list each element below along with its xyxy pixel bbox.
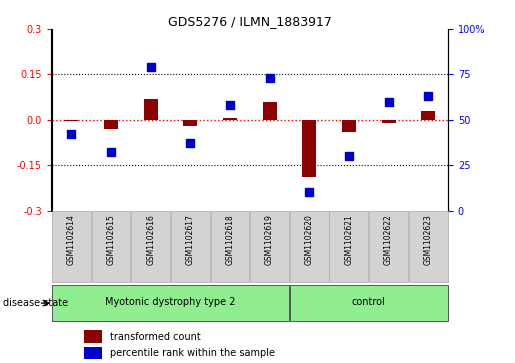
Bar	[104, 120, 118, 129]
Text: GSM1102621: GSM1102621	[345, 214, 353, 265]
Bar	[183, 120, 197, 126]
Bar	[84, 330, 102, 343]
Point	[384, 99, 392, 105]
Text: disease state: disease state	[3, 298, 67, 308]
Text: percentile rank within the sample: percentile rank within the sample	[110, 348, 276, 358]
Point	[226, 102, 234, 108]
Bar	[171, 211, 210, 282]
Bar	[52, 211, 91, 282]
Text: GSM1102614: GSM1102614	[67, 214, 76, 265]
Text: GSM1102615: GSM1102615	[107, 214, 115, 265]
Bar	[144, 99, 158, 120]
Bar	[223, 118, 237, 120]
Bar	[52, 285, 289, 321]
Bar	[409, 211, 448, 282]
Text: control: control	[352, 297, 386, 307]
Bar	[302, 120, 316, 177]
Text: GSM1102622: GSM1102622	[384, 214, 393, 265]
Point	[305, 189, 313, 195]
Bar	[84, 347, 102, 359]
Bar	[263, 102, 277, 120]
Bar	[382, 120, 396, 123]
Point	[186, 140, 194, 146]
Text: transformed count: transformed count	[110, 331, 201, 342]
Bar	[211, 211, 249, 282]
Bar	[330, 211, 368, 282]
Text: GSM1102616: GSM1102616	[146, 214, 155, 265]
Text: GSM1102620: GSM1102620	[305, 214, 314, 265]
Point	[345, 153, 353, 159]
Text: GSM1102617: GSM1102617	[186, 214, 195, 265]
Bar	[421, 111, 435, 120]
Point	[67, 131, 75, 137]
Bar	[369, 211, 408, 282]
Bar	[342, 120, 356, 132]
Bar	[64, 120, 78, 121]
Text: GSM1102619: GSM1102619	[265, 214, 274, 265]
Bar	[290, 211, 329, 282]
Bar	[250, 211, 289, 282]
Point	[424, 93, 432, 99]
Point	[146, 64, 154, 70]
Text: GSM1102618: GSM1102618	[226, 214, 234, 265]
Text: Myotonic dystrophy type 2: Myotonic dystrophy type 2	[105, 297, 236, 307]
Point	[107, 150, 115, 155]
Bar	[131, 211, 170, 282]
Bar	[290, 285, 448, 321]
Title: GDS5276 / ILMN_1883917: GDS5276 / ILMN_1883917	[168, 15, 332, 28]
Point	[265, 75, 273, 81]
Bar	[92, 211, 130, 282]
Text: GSM1102623: GSM1102623	[424, 214, 433, 265]
